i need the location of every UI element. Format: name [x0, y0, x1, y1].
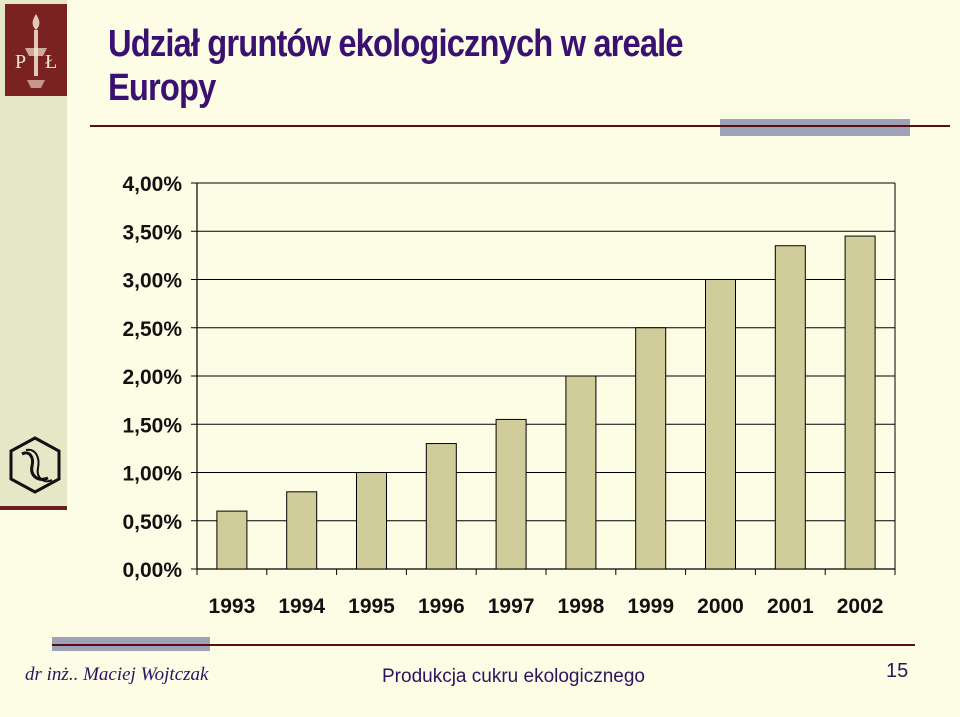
y-tick-label: 2,00%	[122, 366, 182, 389]
y-tick-label: 0,50%	[122, 511, 182, 534]
footer-author: dr inż.. Maciej Wojtczak	[25, 664, 209, 685]
svg-text:P: P	[15, 51, 26, 73]
x-tick-label: 1996	[418, 595, 465, 618]
bar-1997	[495, 418, 527, 570]
svg-text:Ł: Ł	[45, 51, 57, 73]
bar-1993	[216, 510, 248, 570]
x-tick-label: 1995	[348, 595, 395, 618]
x-tick-label: 1993	[209, 595, 256, 618]
bar-chart: 0,00% 0,50% 1,00% 1,50% 2,00% 2,50% 3,00% 3,50%…	[122, 173, 896, 618]
footer-course-title: Produkcja cukru ekologicznego	[382, 666, 645, 687]
x-tick-label: 1997	[488, 595, 535, 618]
footer-divider	[52, 644, 915, 646]
bar-1998	[565, 375, 597, 570]
x-tick-label: 2001	[767, 595, 814, 618]
bar-2000	[704, 279, 737, 570]
bar-1999	[635, 327, 667, 570]
bar-1996	[425, 443, 457, 570]
bars	[216, 235, 876, 570]
x-tick-label: 2000	[697, 595, 744, 618]
y-tick-label: 1,50%	[122, 414, 182, 437]
university-logo: P Ł	[5, 4, 67, 96]
bar-1994	[286, 491, 318, 570]
x-tick-labels: 1993 1994 1995 1996 1997 1998 1999 2000 2001 2002	[209, 595, 884, 618]
y-tick-label: 0,00%	[122, 559, 182, 582]
x-tick-label: 2002	[837, 595, 884, 618]
x-tick-label: 1999	[627, 595, 674, 618]
y-tick-label: 4,00%	[122, 173, 182, 196]
y-tick-label: 2,50%	[122, 318, 182, 341]
x-tick-label: 1994	[278, 595, 325, 618]
y-tick-label: 1,00%	[122, 463, 182, 486]
left-decor-band-edge	[0, 506, 67, 510]
page-number: 15	[886, 660, 909, 682]
bar-2001	[774, 245, 806, 570]
y-tick-labels: 0,00% 0,50% 1,00% 1,50% 2,00% 2,50% 3,00% 3,50%…	[122, 173, 182, 582]
x-tick-label: 1998	[558, 595, 605, 618]
bar-2002	[844, 235, 876, 570]
y-tick-label: 3,50%	[122, 221, 182, 244]
slide-title: Udział gruntów ekologicznych w areale Eu…	[108, 23, 684, 109]
title-accent-bar	[720, 119, 910, 136]
faculty-logo	[8, 436, 62, 499]
title-divider	[90, 125, 950, 127]
y-tick-label: 3,00%	[122, 270, 182, 293]
bar-1995	[355, 472, 388, 570]
